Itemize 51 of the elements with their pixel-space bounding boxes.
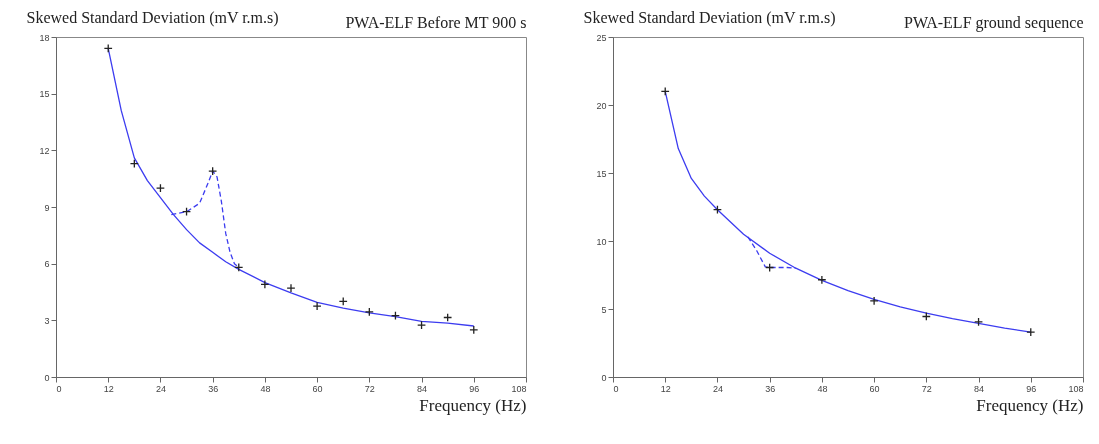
y-tick-label: 6 (44, 259, 50, 270)
y-tick-label: 5 (601, 304, 607, 315)
x-axis-title: Frequency (Hz) (419, 395, 527, 415)
y-tick-label: 18 (39, 32, 50, 43)
x-tick-label: 36 (208, 383, 219, 394)
y-tick-label: 0 (44, 372, 50, 383)
point (417, 320, 427, 330)
chart-title: PWA-ELF Before MT 900 s (345, 14, 527, 31)
point (312, 301, 322, 311)
x-tick-label: 48 (260, 383, 271, 394)
x-tick-label: 72 (364, 383, 375, 394)
y-tick-label: 20 (596, 100, 607, 111)
y-tick-label: 10 (596, 236, 607, 247)
y-axis-title: Skewed Standard Deviation (mV r.m.s) (583, 8, 836, 27)
y-tick-label: 12 (39, 145, 50, 156)
point (817, 275, 827, 285)
y-tick-label: 0 (601, 372, 607, 383)
x-tick-label: 84 (974, 383, 985, 394)
x-tick-label: 0 (613, 383, 619, 394)
y-tick-label: 25 (596, 32, 607, 43)
x-tick-label: 96 (469, 383, 480, 394)
point (1026, 327, 1036, 337)
x-tick-label: 12 (660, 383, 671, 394)
y-axis-title: Skewed Standard Deviation (mV r.m.s) (26, 8, 279, 27)
x-tick-label: 24 (155, 383, 166, 394)
chart-title: PWA-ELF ground sequence (903, 14, 1084, 32)
point (869, 296, 879, 306)
point (155, 183, 165, 193)
x-tick-label: 0 (56, 383, 62, 394)
y-tick-label: 15 (596, 168, 607, 179)
x-tick-label: 108 (511, 383, 527, 394)
x-tick-label: 96 (1026, 383, 1037, 394)
point (260, 279, 270, 289)
x-tick-label: 48 (817, 383, 828, 394)
line-series (170, 170, 240, 269)
x-tick-label: 108 (1068, 383, 1084, 394)
x-tick-label: 36 (765, 383, 776, 394)
line-series (747, 236, 797, 269)
x-tick-label: 60 (312, 383, 323, 394)
point (286, 283, 296, 293)
x-tick-label: 24 (712, 383, 723, 394)
y-tick-label: 15 (39, 89, 50, 100)
y-tick-label: 9 (44, 202, 50, 213)
point (974, 317, 984, 327)
x-axis-title: Frequency (Hz) (976, 395, 1084, 415)
x-tick-label: 72 (921, 383, 932, 394)
x-tick-label: 84 (417, 383, 428, 394)
y-tick-label: 3 (44, 315, 50, 326)
x-tick-label: 12 (103, 383, 114, 394)
point (208, 166, 218, 176)
x-tick-label: 60 (869, 383, 880, 394)
